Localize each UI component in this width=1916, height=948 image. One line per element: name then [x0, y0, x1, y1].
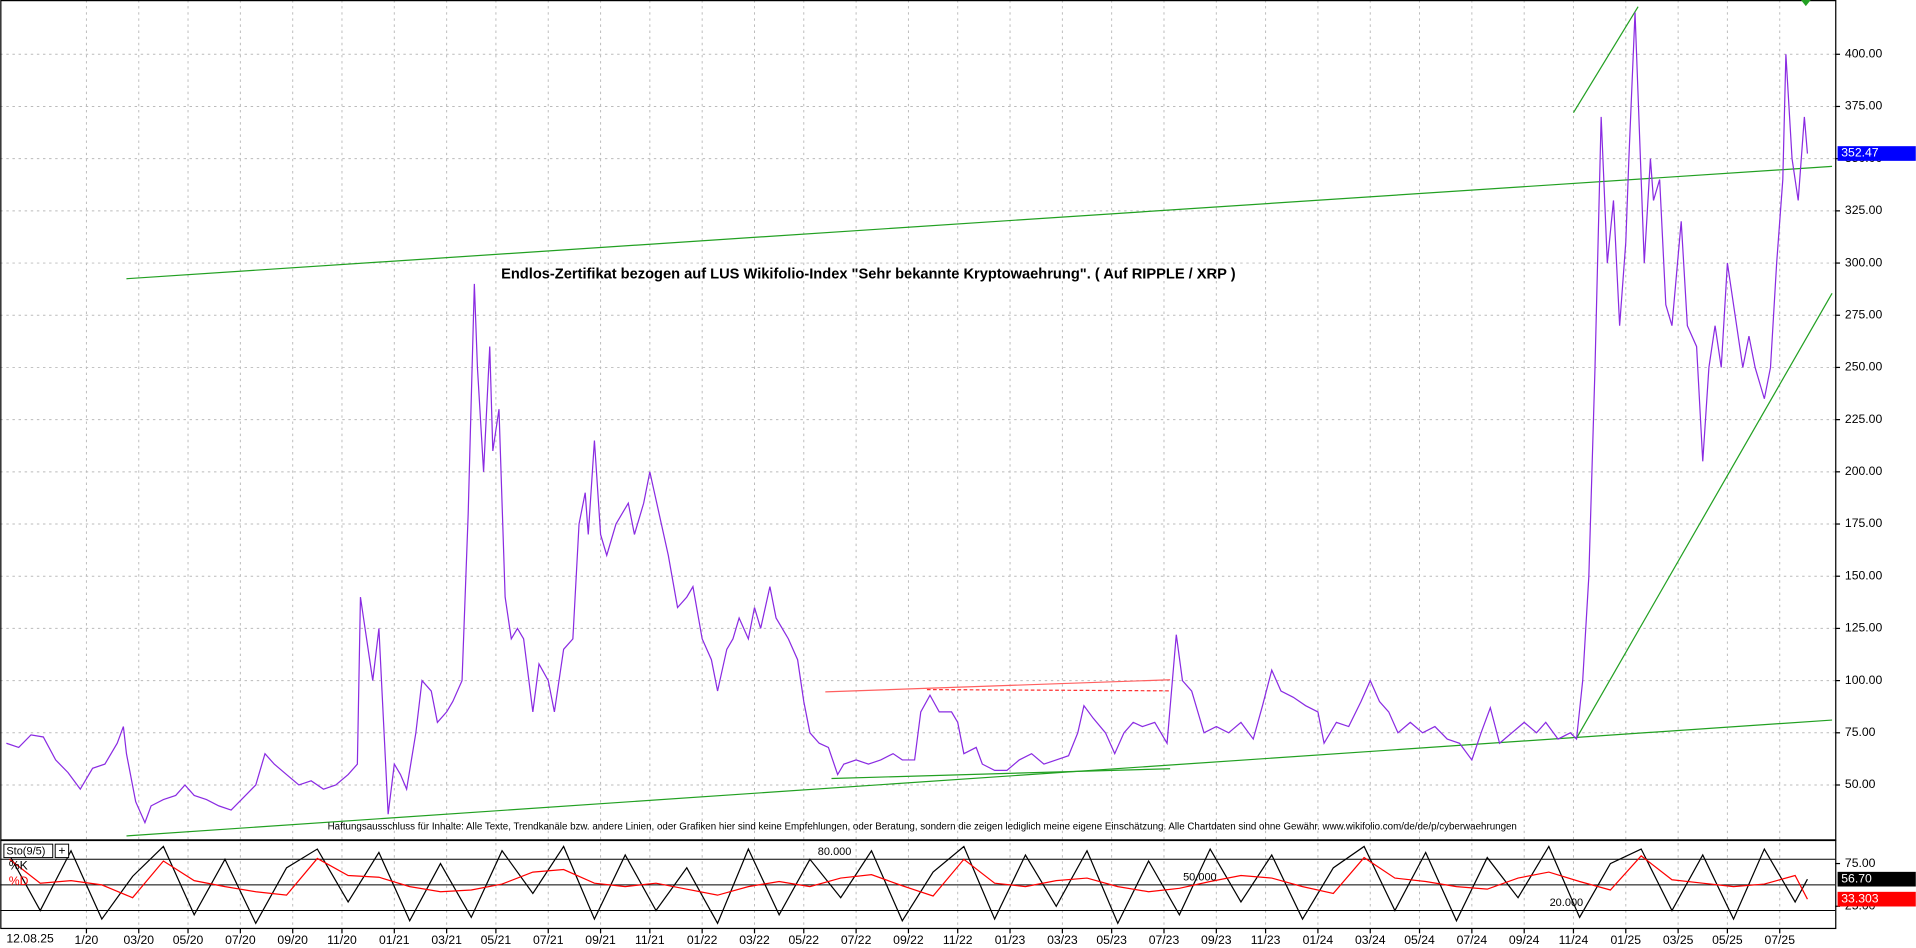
x-tick-label: 01/21	[379, 933, 410, 947]
y-tick-label: 225.00	[1845, 412, 1883, 426]
last-value-label: 33.303	[1841, 891, 1879, 905]
x-tick-label: 03/22	[739, 933, 770, 947]
x-tick-label: 11/23	[1251, 933, 1281, 947]
level-label: 50.000	[1183, 871, 1217, 883]
disclaimer: Haftungsausschluss für Inhalte: Alle Tex…	[328, 822, 1517, 833]
x-tick-label: 01/23	[995, 933, 1026, 947]
x-tick-label: 07/22	[841, 933, 872, 947]
x-tick-label: 07/25	[1764, 933, 1795, 947]
last-value-label: 352.47	[1841, 146, 1879, 160]
stoch-frame	[0, 839, 1837, 930]
plot-area	[6, 6, 1833, 925]
x-tick-label: 05/25	[1712, 933, 1743, 947]
legend-entry: %K	[9, 858, 28, 872]
x-tick-label: 11/21	[635, 933, 665, 947]
x-tick-label: 01/22	[687, 933, 718, 947]
chart-title: Endlos-Zertifikat bezogen auf LUS Wikifo…	[501, 267, 1236, 283]
y-tick-label: 100.00	[1845, 673, 1883, 687]
trend-line	[1572, 6, 1639, 114]
trend-line	[825, 679, 1171, 693]
last-value-label: 56.70	[1841, 871, 1872, 885]
trend-line	[926, 688, 1171, 692]
y-tick-label: 175.00	[1845, 516, 1883, 530]
trend-line	[831, 768, 1171, 780]
grid	[0, 0, 1836, 929]
y-tick-label: 75.00	[1845, 725, 1876, 739]
series-line	[6, 12, 1809, 825]
x-tick-label: 11/22	[943, 933, 973, 947]
y-tick-label: 375.00	[1845, 99, 1883, 113]
last-value-box	[1837, 891, 1916, 907]
x-tick-label: 05/22	[788, 933, 819, 947]
y-tick-label: 75.00	[1845, 856, 1876, 870]
y-tick-label: 125.00	[1845, 621, 1883, 635]
last-value-box	[1837, 871, 1916, 887]
y-tick-label: 400.00	[1845, 47, 1883, 61]
y-tick-label: 50.00	[1845, 777, 1876, 791]
y-tick-label: 200.00	[1845, 464, 1883, 478]
expand-icon: +	[58, 844, 65, 858]
x-tick-label: 03/25	[1663, 933, 1694, 947]
x-tick-label: 1/20	[75, 933, 99, 947]
x-tick-label: 03/23	[1047, 933, 1078, 947]
y-tick-label: 300.00	[1845, 255, 1883, 269]
x-tick-label: 07/24	[1457, 933, 1488, 947]
indicator-box	[3, 843, 54, 859]
level-label: 20.000	[1550, 897, 1584, 909]
x-tick-label: 09/22	[893, 933, 924, 947]
x-tick-label: 07/21	[533, 933, 564, 947]
x-tick-label: 03/20	[123, 933, 154, 947]
x-tick-label: 05/20	[173, 933, 204, 947]
x-tick-label: 03/24	[1355, 933, 1386, 947]
series-line	[8, 845, 1808, 925]
x-tick-label: 09/23	[1201, 933, 1232, 947]
y-tick-label: 325.00	[1845, 203, 1883, 217]
x-tick-label: 07/20	[225, 933, 256, 947]
trend-line	[1576, 293, 1833, 739]
x-tick-label: 09/21	[585, 933, 616, 947]
last-value-box	[1837, 146, 1916, 161]
x-tick-label: 05/23	[1096, 933, 1127, 947]
legend-entry: %D	[9, 874, 29, 888]
trend-line	[126, 719, 1833, 837]
signal-marker	[1800, 0, 1811, 7]
y-tick-label: 275.00	[1845, 307, 1883, 321]
x-tick-label: 03/21	[431, 933, 462, 947]
y-tick-label: 250.00	[1845, 360, 1883, 374]
y-tick-label: 150.00	[1845, 568, 1883, 582]
x-tick-label: 05/21	[481, 933, 512, 947]
trend-line	[126, 165, 1833, 280]
x-tick-label: 11/20	[327, 933, 357, 947]
x-tick-label: 01/24	[1303, 933, 1334, 947]
expand-button[interactable]	[54, 843, 70, 859]
level-label: 80.000	[818, 846, 852, 858]
date-stamp: 12.08.25	[6, 932, 54, 946]
x-tick-label: 07/23	[1149, 933, 1180, 947]
indicator-label: Sto(9/5)	[6, 845, 45, 857]
x-tick-label: 09/20	[277, 933, 308, 947]
x-tick-label: 01/25	[1611, 933, 1642, 947]
x-tick-label: 11/24	[1559, 933, 1589, 947]
x-tick-label: 05/24	[1404, 933, 1435, 947]
series-line	[9, 855, 1808, 900]
x-tick-label: 09/24	[1509, 933, 1540, 947]
